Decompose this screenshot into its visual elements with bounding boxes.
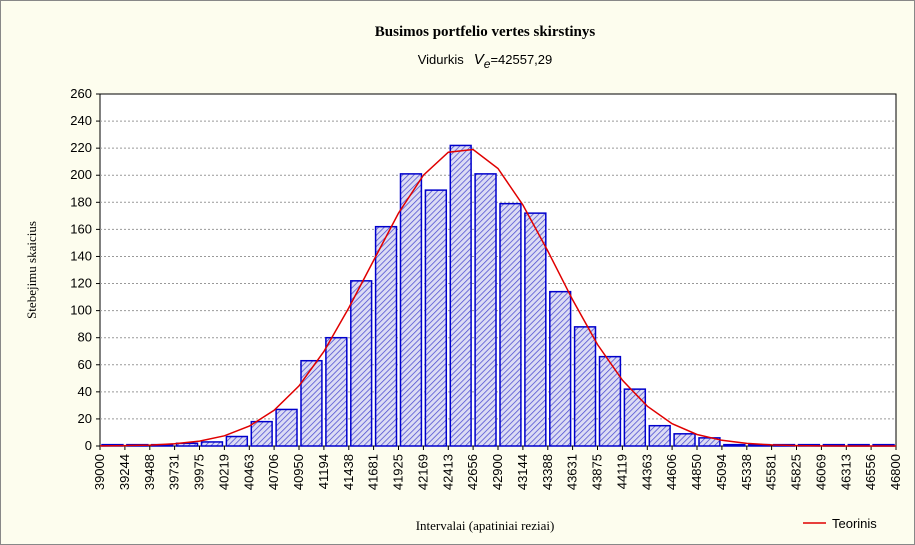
bar xyxy=(474,173,497,447)
plot-area xyxy=(99,93,897,447)
x-tick-label: 40950 xyxy=(291,454,306,490)
y-tick-label: 80 xyxy=(78,330,92,345)
x-tick-label: 43631 xyxy=(565,454,580,490)
x-tick-label: 41438 xyxy=(341,454,356,490)
bar xyxy=(424,189,448,447)
bar xyxy=(499,202,522,447)
bar xyxy=(300,359,323,447)
subtitle-prefix: Vidurkis xyxy=(418,52,465,67)
x-tick-label: 42900 xyxy=(490,454,505,490)
x-tick-label: 45581 xyxy=(764,454,779,490)
x-tick-label: 46556 xyxy=(863,454,878,490)
y-tick-label: 0 xyxy=(85,438,92,453)
x-tick-label: 45338 xyxy=(739,454,754,490)
y-tick-label: 160 xyxy=(70,221,92,236)
y-tick-label: 180 xyxy=(70,194,92,209)
x-tick-label: 46313 xyxy=(838,454,853,490)
bar xyxy=(399,173,423,447)
y-tick-label: 240 xyxy=(70,113,92,128)
bar xyxy=(250,420,273,447)
bar xyxy=(374,225,398,447)
curve-line xyxy=(99,148,896,447)
x-tick-label: 39244 xyxy=(117,454,132,490)
x-tick-label: 45825 xyxy=(789,454,804,490)
subtitle-symbol: V xyxy=(474,51,486,68)
bar xyxy=(573,326,597,447)
y-tick-label: 20 xyxy=(78,411,92,426)
x-tick-label: 40706 xyxy=(266,454,281,490)
x-tick-label: 42413 xyxy=(440,454,455,490)
bar xyxy=(275,408,298,447)
x-tick-label: 44850 xyxy=(689,454,704,490)
x-tick-label: 42169 xyxy=(415,454,430,490)
x-axis-label: Intervalai (apatiniai reziai) xyxy=(416,518,555,533)
subtitle-subscript: e xyxy=(484,57,491,71)
x-tick-label: 39975 xyxy=(192,454,207,490)
bar xyxy=(225,435,249,447)
x-tick-label: 41925 xyxy=(391,454,406,490)
bar xyxy=(549,290,572,447)
x-tick-label: 44119 xyxy=(614,454,629,489)
bar xyxy=(524,212,547,447)
x-tick-label: 41681 xyxy=(366,454,381,490)
subtitle-value: =42557,29 xyxy=(490,52,552,67)
x-tick-label: 44606 xyxy=(664,454,679,490)
legend-label: Teorinis xyxy=(832,516,877,531)
x-tick-label: 43144 xyxy=(515,454,530,490)
y-tick-label: 100 xyxy=(70,303,92,318)
y-tick-label: 200 xyxy=(70,167,92,182)
x-tick-label: 39000 xyxy=(92,454,107,490)
x-tick-label: 42656 xyxy=(465,454,480,490)
bar xyxy=(723,443,746,447)
x-tick-label: 40219 xyxy=(216,454,231,490)
y-tick-label: 40 xyxy=(78,384,92,399)
bar xyxy=(350,280,373,447)
y-tick-label: 120 xyxy=(70,276,92,291)
x-tick-label: 39731 xyxy=(167,454,182,490)
subtitle: Vidurkis Ve=42557,29 xyxy=(418,51,553,71)
y-tick-label: 140 xyxy=(70,248,92,263)
bar xyxy=(648,424,671,447)
y-tick-label: 260 xyxy=(70,86,92,101)
x-tick-label: 39488 xyxy=(142,454,157,490)
y-tick-label: 60 xyxy=(78,357,92,372)
chart-title: Busimos portfelio vertes skirstinys xyxy=(375,24,596,40)
y-axis-label: Stebejimu skaicius xyxy=(24,221,39,319)
x-tick-label: 45094 xyxy=(714,454,729,490)
bar xyxy=(673,433,696,447)
y-tick-label: 220 xyxy=(70,140,92,155)
bar xyxy=(449,144,472,447)
x-tick-label: 40463 xyxy=(241,454,256,490)
bar xyxy=(175,442,199,447)
x-tick-label: 46069 xyxy=(813,454,828,490)
x-tick-label: 46800 xyxy=(888,454,903,490)
x-tick-label: 43875 xyxy=(590,454,605,490)
bar xyxy=(200,441,224,447)
bar xyxy=(325,336,348,447)
x-tick-label: 43388 xyxy=(540,454,555,490)
x-tick-label: 44363 xyxy=(639,454,654,490)
x-tick-label: 41194 xyxy=(316,454,331,489)
bar xyxy=(598,355,622,447)
bar xyxy=(623,388,647,447)
